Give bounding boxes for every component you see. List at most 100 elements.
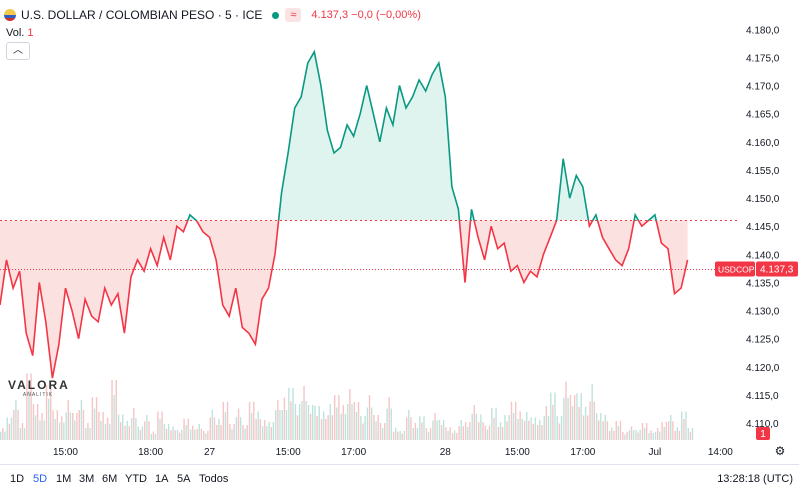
volume-bar — [85, 428, 87, 440]
volume-bar — [419, 416, 421, 440]
volume-bar — [598, 420, 600, 440]
volume-bar — [301, 401, 303, 440]
volume-legend: Vol. 1 — [6, 27, 33, 39]
utc-clock[interactable]: 13:28:18 (UTC) — [717, 473, 793, 485]
range-5d[interactable]: 5D — [33, 473, 48, 485]
volume-bar — [172, 426, 174, 440]
volume-bar — [78, 410, 80, 440]
volume-bar — [303, 386, 305, 440]
range-6m[interactable]: 6M — [102, 473, 118, 485]
volume-bar — [272, 422, 275, 440]
volume-bar — [198, 424, 200, 440]
volume-bar — [593, 401, 595, 440]
y-tick-label: 4.160,0 — [746, 138, 780, 149]
volume-bar — [4, 431, 6, 440]
volume-bar — [327, 415, 329, 440]
y-axis[interactable]: 4.110,0 4.115,0 4.120,0 4.125,0 4.130,0 4.135… — [746, 25, 780, 430]
symbol-title[interactable]: U.S. DOLLAR / COLOMBIAN PESO · 5 · ICE — [21, 8, 263, 22]
volume-bar — [338, 395, 340, 440]
volume-bar — [628, 430, 631, 440]
volume-bar — [536, 425, 539, 440]
y-tick-label: 4.110,0 — [746, 419, 779, 430]
logo-sub: ANALITIK — [22, 392, 54, 398]
volume-bar — [390, 408, 392, 440]
volume-bar — [130, 418, 133, 440]
range-ytd[interactable]: YTD — [125, 473, 147, 485]
volume-bar — [357, 402, 360, 440]
volume-bar — [460, 420, 462, 440]
volume-bar — [45, 385, 48, 440]
range-3m[interactable]: 3M — [79, 473, 95, 485]
volume-bar — [469, 422, 471, 440]
volume-bar — [519, 411, 521, 440]
volume-bar — [161, 411, 163, 440]
volume-bar — [124, 426, 126, 440]
volume-bar — [499, 422, 502, 440]
volume-bar — [571, 406, 574, 440]
volume-bar — [336, 407, 338, 440]
volume-bar — [552, 405, 554, 440]
range-1m[interactable]: 1M — [56, 473, 72, 485]
volume-bar — [342, 405, 345, 440]
volume-bar — [397, 431, 399, 440]
area-above-baseline — [187, 51, 657, 221]
y-tick-label: 4.140,0 — [746, 250, 780, 261]
settings-gear-icon[interactable]: ⚙ — [775, 444, 786, 458]
volume-bar — [506, 421, 508, 440]
volume-bar — [582, 415, 585, 440]
volume-bar — [429, 428, 432, 440]
y-tick-label: 4.125,0 — [746, 335, 780, 346]
range-todos[interactable]: Todos — [199, 473, 229, 485]
range-1a[interactable]: 1A — [155, 473, 169, 485]
range-5a[interactable]: 5A — [177, 473, 191, 485]
volume-bar — [255, 419, 257, 440]
bottom-toolbar: 1D 5D 1M 3M 6M YTD 1A 5A Todos 13:28:18 … — [0, 464, 799, 491]
volume-bar — [32, 404, 35, 440]
volume-bar — [54, 419, 56, 440]
symbol-tag-text: USDCOP — [718, 265, 755, 275]
volume-bar — [667, 421, 670, 440]
volume-bar — [617, 426, 620, 440]
volume-bar — [427, 431, 430, 440]
volume-bar — [148, 421, 150, 440]
volume-bar — [425, 428, 428, 440]
volume-bar — [2, 428, 4, 440]
compare-icon[interactable]: ≈ — [285, 8, 302, 22]
y-tick-label: 4.130,0 — [746, 307, 780, 318]
volume-bar — [467, 427, 469, 440]
volume-bar — [659, 431, 661, 440]
price-chart[interactable]: 4.110,0 4.115,0 4.120,0 4.125,0 4.130,0 4.135… — [0, 0, 799, 464]
volume-bars — [0, 373, 694, 440]
volume-bar — [333, 395, 336, 440]
volume-bar — [648, 433, 650, 440]
chevron-up-icon[interactable]: ︿ — [6, 42, 30, 60]
logo-word: VALORA — [8, 378, 70, 392]
volume-bar — [473, 405, 476, 440]
volume-bar — [362, 423, 364, 440]
volume-bar — [464, 422, 467, 440]
volume-bar — [82, 410, 85, 440]
volume-bar — [320, 419, 323, 440]
volume-bar — [656, 428, 659, 440]
volume-bar — [635, 430, 637, 440]
volume-bar — [517, 419, 519, 440]
volume-bar — [69, 412, 72, 440]
volume-bar — [521, 419, 523, 440]
volume-bar — [261, 426, 264, 440]
range-1d[interactable]: 1D — [10, 473, 25, 485]
volume-bar — [360, 416, 362, 440]
volume-bar — [619, 421, 622, 440]
y-tick-label: 4.145,0 — [746, 222, 780, 233]
volume-bar — [290, 401, 292, 440]
x-tick-label: 15:00 — [505, 447, 530, 458]
volume-bar — [159, 419, 161, 440]
volume-bar — [545, 406, 548, 440]
volume-bar — [288, 387, 290, 440]
volume-bar — [294, 404, 297, 440]
volume-bar — [386, 408, 388, 440]
volume-bar — [167, 424, 170, 440]
volume-bar — [126, 421, 128, 440]
volume-bar — [584, 406, 587, 440]
volume-bar — [74, 420, 76, 440]
volume-bar — [637, 432, 639, 440]
